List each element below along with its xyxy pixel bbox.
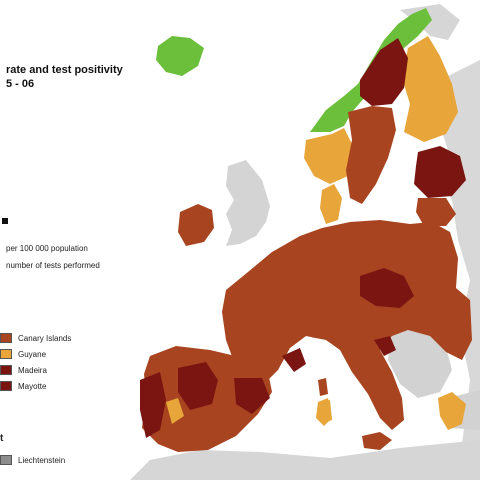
legend-label: Liechtenstein (18, 455, 66, 465)
legend-label: Mayotte (18, 381, 47, 391)
region-italy-north-dark (282, 348, 306, 372)
legend-arrow-marker (2, 218, 8, 224)
region-iceland (156, 36, 204, 76)
region-greece (438, 392, 466, 430)
region-corsica (318, 378, 328, 396)
legend-label: Madeira (18, 365, 47, 375)
region-iberia-dark-center (178, 362, 218, 410)
legend-item-canary-islands: Canary Islands (0, 333, 71, 343)
legend-swatch (0, 365, 12, 375)
region-uk (226, 160, 270, 246)
region-sweden-north (360, 38, 408, 106)
legend-swatch (0, 333, 12, 343)
region-ireland (178, 204, 214, 246)
region-sardinia (320, 400, 332, 424)
note-tests: number of tests performed (6, 261, 100, 270)
region-denmark (320, 184, 342, 224)
region-lithuania (416, 198, 456, 226)
region-croatia (374, 336, 396, 356)
legend-swatch (0, 455, 12, 465)
region-balkans-grey (388, 326, 452, 398)
region-sweden-south (346, 106, 396, 204)
legend-item-liechtenstein: Liechtenstein (0, 455, 65, 465)
legend-swatch (0, 349, 12, 359)
region-continental-eu (222, 220, 472, 430)
map-title-line1: rate and test positivity (6, 64, 123, 76)
region-iberia-dark-east (234, 378, 270, 414)
region-finland (402, 36, 458, 142)
legend-item-guyane: Guyane (0, 349, 46, 359)
legend-item-mayotte: Mayotte (0, 381, 46, 391)
region-norway-south (304, 128, 356, 184)
legend-label: Canary Islands (18, 333, 72, 343)
legend-section-fragment: t (0, 433, 4, 444)
region-estonia-latvia (414, 146, 466, 198)
legend-swatch (0, 381, 12, 391)
map-title-line2: 5 - 06 (6, 78, 35, 90)
region-iberia-dark-west (140, 372, 166, 438)
region-czechia (360, 268, 414, 308)
legend-item-madeira: Madeira (0, 365, 47, 375)
region-north-africa (130, 440, 480, 480)
region-sicily (362, 432, 392, 450)
note-population: per 100 000 population (6, 244, 88, 253)
region-iberia-orange (166, 398, 184, 424)
legend-label: Guyane (18, 349, 47, 359)
